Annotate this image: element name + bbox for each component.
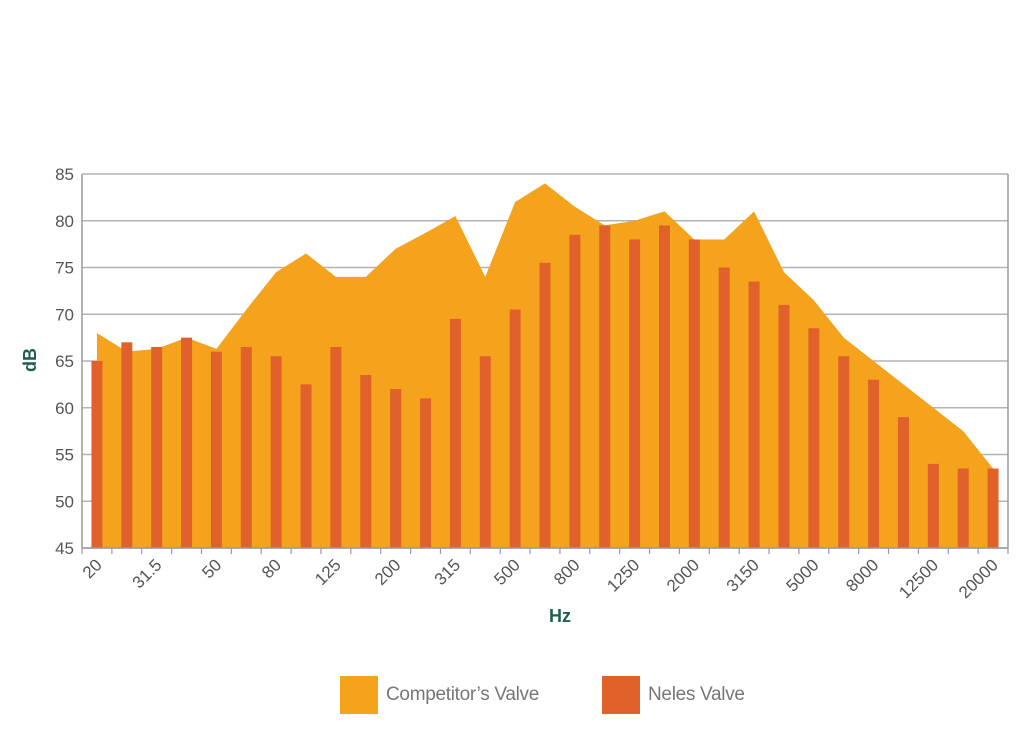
bar-80 [270,356,282,548]
bar-4000 [778,304,790,548]
bar-20000 [987,468,999,548]
bar-63 [240,346,252,548]
y-tick-label: 85 [55,165,74,184]
x-tick-label: 20000 [955,555,1002,602]
x-tick-label: 500 [490,555,523,588]
bar-12500 [927,463,939,548]
bar-500 [509,309,521,548]
legend: Competitor’s Valve Neles Valve [0,675,1024,715]
bar-250 [420,398,432,548]
y-tick-labels: 45 50 55 60 65 70 75 80 85 [55,165,74,558]
x-axis-title: Hz [549,606,571,626]
x-tick-label: 800 [550,555,583,588]
x-tick-label: 125 [311,555,344,588]
y-tick-label: 70 [55,305,74,324]
x-tick-label: 315 [431,555,464,588]
x-tick-label: 50 [198,555,225,582]
bar-8000 [868,379,880,548]
neles-bars-layer [91,225,999,549]
legend-label-neles: Neles Valve [648,684,745,705]
bar-2000 [688,239,700,548]
bar-200 [390,389,402,548]
y-tick-label: 65 [55,352,74,371]
bar-40 [181,337,193,548]
bar-1250 [629,239,641,548]
bar-160 [360,375,372,548]
y-tick-label: 55 [55,446,74,465]
y-tick-label: 45 [55,539,74,558]
bar-3150 [748,281,760,548]
x-tick-label: 80 [258,555,285,582]
bar-16000 [957,468,969,548]
bar-10000 [897,417,909,548]
plot-frame [81,174,1009,554]
bar-6300 [838,356,850,548]
bar-31.5 [151,346,163,548]
x-tick-label: 31.5 [129,555,166,592]
y-axis-title: dB [20,348,40,372]
bar-1600 [658,225,670,549]
x-tick-label: 200 [371,555,404,588]
bar-2500 [718,267,730,548]
x-tick-label: 12500 [895,555,942,602]
y-tick-label: 75 [55,259,74,278]
bar-1000 [599,225,611,549]
bar-5000 [808,328,820,548]
x-tick-label: 8000 [842,555,882,595]
bar-50 [210,351,222,548]
x-tick-labels: 20 31.5 50 80 125 200 315 500 800 1250 2000 3150 500… [79,555,1002,602]
x-tick-label: 5000 [782,555,822,595]
bar-100 [300,384,312,548]
bar-25 [121,342,133,548]
legend-item-neles: Neles Valve [602,675,745,715]
bar-800 [569,234,581,548]
bar-630 [539,262,551,548]
bar-125 [330,346,342,548]
bar-315 [449,318,461,548]
x-tick-label: 1250 [603,555,643,595]
x-tick-label: 2000 [663,555,703,595]
legend-swatch-neles [602,676,640,714]
legend-label-competitor: Competitor’s Valve [386,684,540,705]
legend-swatch-competitor [340,676,378,714]
x-tick-label: 20 [79,555,106,582]
y-tick-label: 60 [55,399,74,418]
noise-chart: 45 50 55 60 65 70 75 80 85 20 31.5 50 80 125 200 315 50… [20,165,1009,626]
legend-item-competitor: Competitor’s Valve [340,675,539,715]
y-tick-label: 80 [55,212,74,231]
bar-20 [91,361,103,548]
y-tick-label: 50 [55,492,74,511]
bar-400 [479,356,491,548]
x-tick-label: 3150 [723,555,763,595]
